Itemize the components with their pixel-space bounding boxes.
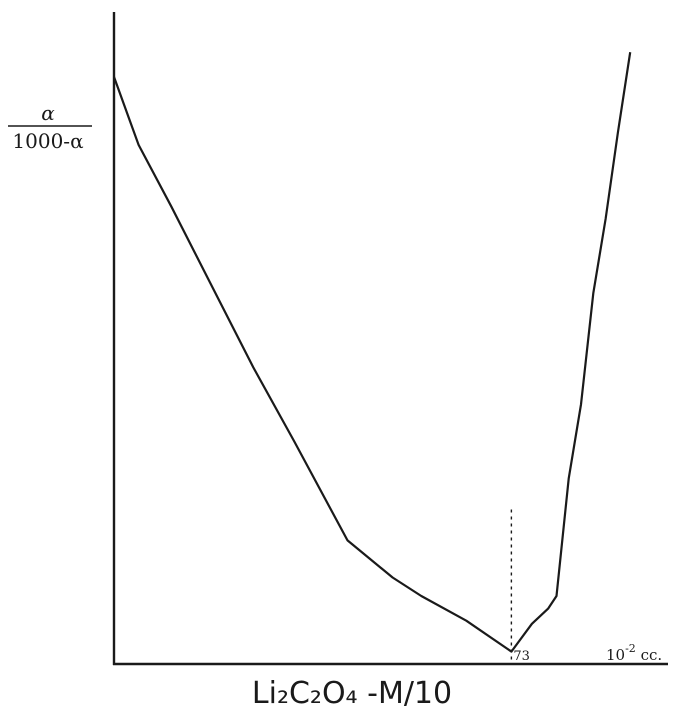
- x-axis-unit-suffix: cc.: [636, 646, 662, 664]
- x-axis-unit-base: 10: [606, 646, 625, 664]
- y-axis-label-denominator: 1000-α: [12, 129, 83, 153]
- chart-caption: Li₂C₂O₄ -M/10: [252, 676, 452, 711]
- series-line-0: [112, 52, 632, 653]
- x-axis-unit-label: 10-2 cc.: [606, 642, 662, 664]
- x-axis-unit-exponent: -2: [625, 642, 636, 655]
- y-axis-label-numerator: α: [41, 101, 55, 125]
- y-axis-label: α 1000-α: [8, 101, 92, 153]
- equivalence-marker-label: 73: [513, 649, 530, 664]
- series-layer: [112, 52, 632, 653]
